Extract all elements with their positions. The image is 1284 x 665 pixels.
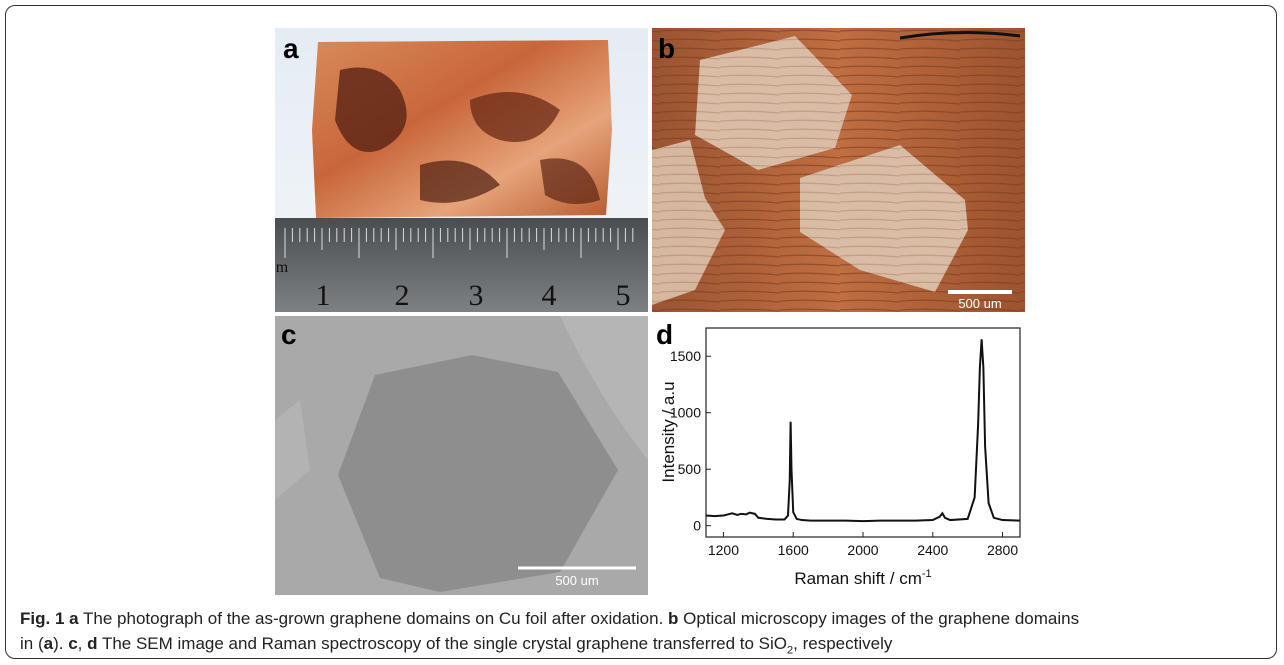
panel-c: 500 um c <box>275 316 648 595</box>
x-axis-label-sup: -1 <box>922 568 932 580</box>
panel-label: d <box>656 319 673 350</box>
ruler-number: 3 <box>469 279 484 312</box>
x-tick-label: 1600 <box>778 542 809 558</box>
x-tick-label: 2000 <box>847 542 878 558</box>
y-tick-label: 1500 <box>670 348 701 364</box>
panel-d: d Raman shift / cm-1 Intensity / a.u 0 50… <box>656 319 1020 588</box>
caption-part: c <box>68 634 77 653</box>
panel-label: c <box>281 319 297 350</box>
caption-part: Optical microscopy images of the graphen… <box>683 609 1079 628</box>
scale-bar-label: 500 um <box>958 296 1001 311</box>
caption-part: The photograph of the as-grown graphene … <box>83 609 663 628</box>
panel-a: m 1 2 3 4 5 a <box>275 28 648 312</box>
caption-part: a <box>69 609 78 628</box>
ruler-number: m <box>276 259 289 276</box>
page: {"figure":{"panel_labels":["a","b","c","… <box>0 0 1284 665</box>
panel-label: b <box>658 33 675 64</box>
panel-b: 500 um b <box>652 28 1025 312</box>
caption-part: , respectively <box>793 634 892 653</box>
y-tick-label: 500 <box>678 461 702 477</box>
x-tick-label: 1200 <box>708 542 739 558</box>
caption-part: in ( <box>20 634 44 653</box>
caption-part: d <box>87 634 97 653</box>
caption-part: The SEM image and Raman spectroscopy of … <box>102 634 787 653</box>
y-axis-label: Intensity / a.u <box>659 381 678 482</box>
caption-part: a <box>44 634 53 653</box>
caption-part: Fig. 1 <box>20 609 64 628</box>
ruler-number: 2 <box>395 279 410 312</box>
ruler-number: 1 <box>316 279 331 312</box>
x-tick-label: 2400 <box>917 542 948 558</box>
caption-part: , <box>78 634 87 653</box>
x-axis-label-text: Raman shift / cm <box>794 569 922 588</box>
caption-part: ). <box>53 634 68 653</box>
ruler-number: 4 <box>542 279 557 312</box>
ruler-number: 5 <box>616 279 631 312</box>
figure: m 1 2 3 4 5 a 500 um b 500 um c d Raman <box>0 0 1284 600</box>
panel-label: a <box>283 33 299 64</box>
y-tick-label: 1000 <box>670 405 701 421</box>
scale-bar-label: 500 um <box>555 573 598 588</box>
y-tick-label: 0 <box>693 518 701 534</box>
caption-part: b <box>668 609 678 628</box>
x-tick-label: 2800 <box>987 542 1018 558</box>
x-axis-label: Raman shift / cm-1 <box>794 568 931 588</box>
caption: Fig. 1 a The photograph of the as-grown … <box>20 606 1270 663</box>
